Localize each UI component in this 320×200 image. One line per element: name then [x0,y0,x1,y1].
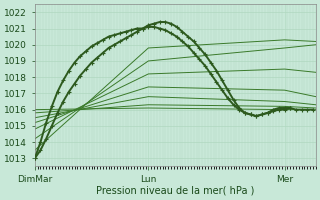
X-axis label: Pression niveau de la mer( hPa ): Pression niveau de la mer( hPa ) [96,186,254,196]
